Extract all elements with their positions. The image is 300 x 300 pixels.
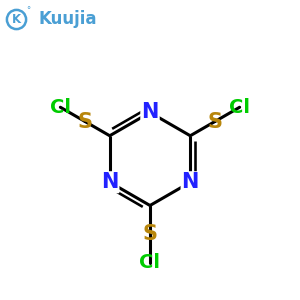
Text: S: S [77,112,92,131]
Text: S: S [142,224,158,244]
Text: N: N [141,103,159,122]
Text: °: ° [26,6,31,15]
Text: K: K [12,13,21,26]
Text: Kuujia: Kuujia [38,11,97,28]
Text: S: S [208,112,223,131]
Text: Cl: Cl [140,253,160,272]
Text: N: N [101,172,118,192]
Text: Cl: Cl [50,98,71,117]
Text: N: N [182,172,199,192]
Text: Cl: Cl [229,98,250,117]
